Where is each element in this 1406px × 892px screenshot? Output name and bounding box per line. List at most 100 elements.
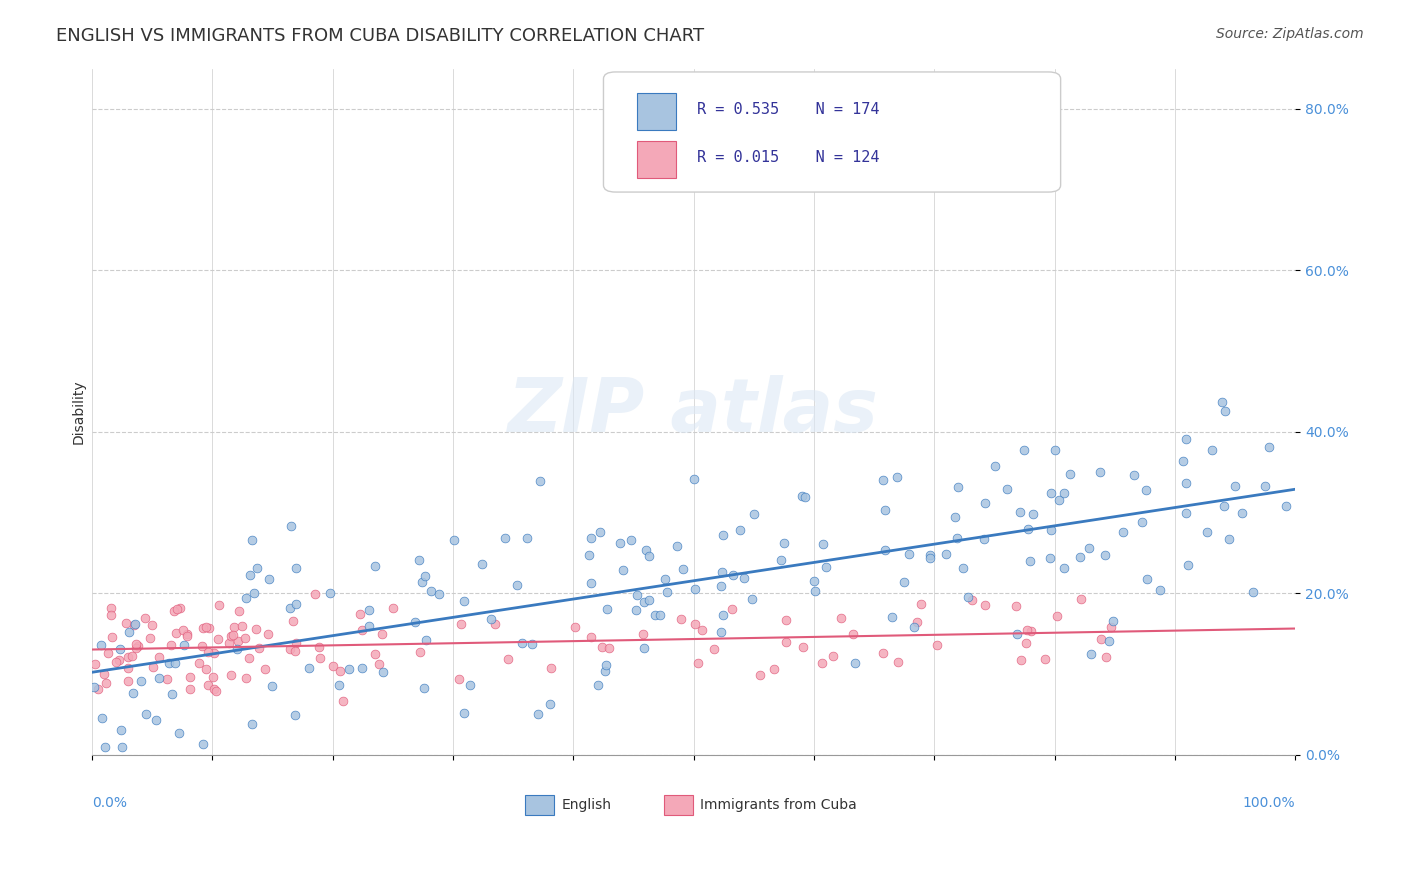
Point — [371, 627, 394, 641]
Point — [772, 535, 794, 549]
Point — [1080, 647, 1102, 661]
Point — [281, 615, 304, 629]
Point — [631, 627, 654, 641]
Point — [495, 531, 517, 545]
Point — [1101, 614, 1123, 628]
Point — [882, 610, 904, 624]
Point — [148, 671, 170, 685]
Point — [1212, 499, 1234, 513]
Point — [1039, 550, 1062, 565]
Point — [308, 651, 330, 665]
Point — [581, 531, 603, 545]
Point — [97, 646, 120, 660]
Point — [329, 664, 352, 678]
Point — [359, 619, 381, 633]
Point — [873, 543, 896, 558]
Point — [202, 646, 225, 660]
Point — [1195, 524, 1218, 539]
Point — [222, 627, 245, 641]
Point — [148, 649, 170, 664]
Point — [1095, 649, 1118, 664]
Point — [596, 602, 619, 616]
Point — [142, 659, 165, 673]
Point — [1017, 623, 1039, 637]
Point — [749, 668, 772, 682]
Point — [284, 643, 307, 657]
Point — [579, 631, 602, 645]
Point — [957, 590, 980, 604]
Point — [226, 642, 249, 657]
Point — [83, 657, 105, 672]
Point — [124, 617, 146, 632]
Point — [905, 615, 928, 630]
Point — [179, 681, 201, 696]
Point — [194, 620, 217, 634]
Point — [242, 717, 264, 731]
Point — [813, 537, 835, 551]
Point — [118, 624, 141, 639]
Point — [218, 635, 240, 649]
Point — [872, 473, 894, 487]
Point — [125, 640, 148, 655]
Point — [359, 603, 381, 617]
Point — [409, 644, 432, 658]
Point — [1218, 533, 1240, 547]
Point — [1053, 486, 1076, 500]
Point — [844, 656, 866, 670]
Point — [364, 559, 387, 574]
Point — [794, 491, 817, 505]
Point — [578, 548, 600, 562]
Text: 0.0%: 0.0% — [93, 796, 127, 810]
Point — [671, 561, 693, 575]
Point — [1039, 523, 1062, 537]
Point — [633, 641, 655, 656]
Point — [688, 656, 710, 670]
Point — [121, 649, 143, 664]
Point — [803, 583, 825, 598]
Point — [893, 575, 915, 590]
Point — [117, 673, 139, 688]
Point — [943, 510, 966, 524]
Point — [927, 639, 949, 653]
Point — [349, 607, 371, 621]
Point — [589, 525, 612, 540]
Point — [471, 558, 494, 572]
Point — [368, 657, 391, 671]
Y-axis label: Disability: Disability — [72, 379, 86, 444]
Point — [690, 623, 713, 637]
Point — [710, 625, 733, 640]
Point — [1123, 468, 1146, 483]
Point — [408, 553, 430, 567]
Point — [235, 671, 257, 685]
Point — [204, 682, 226, 697]
Text: R = 0.015    N = 124: R = 0.015 N = 124 — [697, 150, 880, 165]
Point — [285, 636, 308, 650]
Point — [1046, 608, 1069, 623]
Point — [228, 604, 250, 618]
Point — [163, 604, 186, 618]
Point — [101, 630, 124, 644]
Point — [1201, 442, 1223, 457]
Point — [1077, 541, 1099, 556]
Point — [284, 708, 307, 723]
Point — [1090, 632, 1112, 646]
Point — [713, 607, 735, 622]
Point — [233, 631, 256, 645]
Point — [638, 593, 661, 607]
Point — [830, 610, 852, 624]
Point — [332, 694, 354, 708]
Point — [598, 641, 620, 656]
Point — [404, 615, 426, 629]
Point — [100, 607, 122, 622]
Point — [1175, 506, 1198, 520]
Point — [322, 659, 344, 673]
Point — [1213, 404, 1236, 418]
Point — [135, 707, 157, 722]
Point — [962, 593, 984, 607]
Point — [197, 621, 219, 635]
Point — [221, 667, 243, 681]
Point — [1017, 522, 1039, 536]
Point — [187, 656, 209, 670]
Point — [328, 678, 350, 692]
Point — [1010, 653, 1032, 667]
